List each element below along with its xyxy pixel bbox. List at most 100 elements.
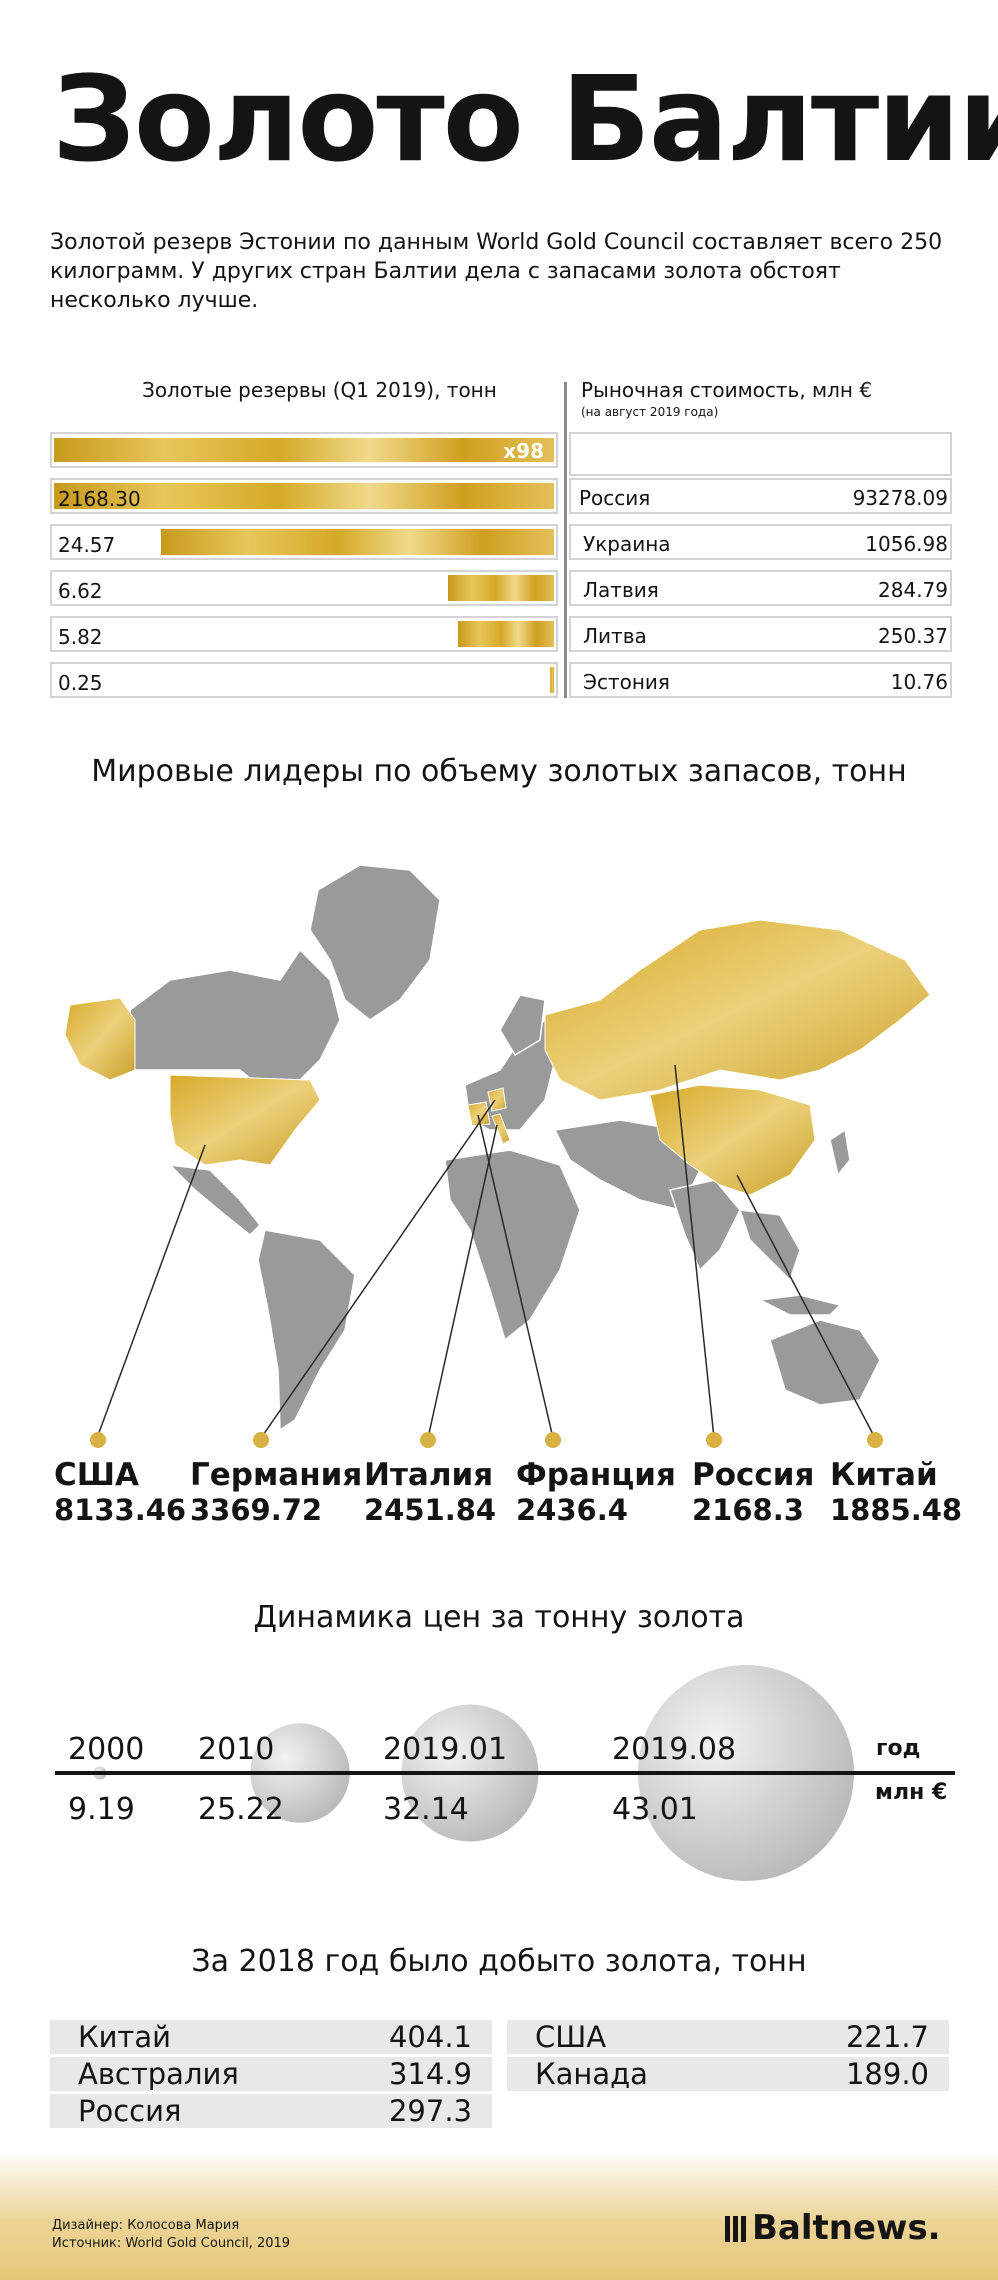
page-title: Золото Балтии [52,50,998,188]
value-row: Литва 250.37 [569,616,952,652]
reserve-bar [160,529,554,555]
reserve-tons: 0.25 [58,671,103,695]
russia-shape [544,919,931,1101]
canada-shape [129,948,341,1096]
reserves-divider [564,382,567,698]
value-country: Россия [579,486,651,510]
price-bubble-chart [55,1665,955,1881]
value-row: Эстония 10.76 [569,662,952,698]
africa-shape [444,1149,581,1342]
leader-name: Франция [516,1457,676,1493]
leader-name: Китай [830,1457,938,1493]
reserve-row: 5.82 [50,616,558,652]
logo-bar-icon [725,2216,730,2242]
reserve-row: 6.62 [50,570,558,606]
leader-line-china [736,1174,876,1439]
value-amount: 93278.09 [852,486,948,510]
central-america-shape [167,1163,262,1237]
france-shape [467,1101,491,1127]
mining-value: 189.0 [845,2057,929,2091]
leader-line-italy [427,1124,498,1439]
leader-line-usa [96,1144,206,1439]
value-country: Литва [583,624,647,648]
logo-text: Baltnews. [752,2208,941,2248]
value-amount: 10.76 [890,670,948,694]
reserve-tons: 24.57 [58,533,116,557]
price-unit-label: млн € [875,1780,948,1805]
greenland-shape [309,864,441,1021]
reserve-tons: 6.62 [58,579,103,603]
mining-row: Китай 404.1 [50,2020,492,2054]
se-asia-shape [738,1209,801,1282]
mining-row: Россия 297.3 [50,2094,492,2128]
mining-value: 404.1 [388,2020,472,2054]
mining-country: Россия [78,2094,182,2128]
mining-value: 314.9 [388,2057,472,2091]
leader-value: 2451.84 [364,1493,497,1527]
leader-dot [90,1432,106,1448]
leader-value: 2436.4 [516,1493,628,1527]
prices-title: Динамика цен за тонну золота [253,1600,745,1635]
value-row: Россия 93278.09 [569,478,952,514]
leader-name: США [54,1457,140,1493]
value-country: Эстония [583,670,670,694]
price-value: 32.14 [383,1792,469,1827]
japan-shape [829,1128,851,1177]
mining-value: 297.3 [388,2094,472,2128]
reserve-bar [54,483,554,509]
leader-line-russia [674,1064,715,1439]
price-value: 43.01 [612,1792,698,1827]
world-map [64,864,931,1439]
price-year: 2019.08 [612,1732,737,1767]
reserves-left-header: Золотые резервы (Q1 2019), тонн [142,378,497,402]
reserves-value-header-box [569,432,952,476]
mining-value: 221.7 [845,2020,929,2054]
mining-country: Китай [78,2020,171,2054]
mining-country: США [535,2020,607,2054]
designer-credit: Дизайнер: Колосова Мария [52,2218,240,2233]
price-year-label: год [876,1736,921,1761]
indonesia-shape [757,1294,842,1316]
price-value: 25.22 [198,1792,284,1827]
intro-text: Золотой резерв Эстонии по данным World G… [50,230,943,313]
reserve-row: 24.57 [50,524,558,560]
reserves-multiplier-label: x98 [503,439,544,463]
leader-line-germany [260,1099,496,1439]
logo-bar-icon [733,2216,738,2242]
mining-row: Австралия 314.9 [50,2057,492,2091]
scandinavia-shape [499,994,546,1057]
leader-line-france [477,1114,554,1439]
leader-value: 2168.3 [692,1493,804,1527]
reserve-bar [448,575,554,601]
value-country: Латвия [583,578,659,602]
value-amount: 284.79 [878,578,948,602]
brand-logo: Baltnews. [725,2208,941,2248]
reserves-scale-fill [54,438,554,462]
value-row: Латвия 284.79 [569,570,952,606]
leader-name: Россия [692,1457,815,1493]
mining-row: Канада 189.0 [507,2057,949,2091]
reserves-scale-bar: x98 [50,432,558,468]
reserves-right-header: Рыночная стоимость, млн € [581,378,873,402]
source-credit: Источник: World Gold Council, 2019 [52,2236,291,2251]
footer-gold-band [0,2150,998,2280]
alaska-shape [64,997,136,1081]
reserve-row: 0.25 [50,662,558,698]
usa-shape [169,1074,321,1166]
leader-dot [867,1432,883,1448]
mining-row: США 221.7 [507,2020,949,2054]
reserve-bar [458,621,554,647]
leader-value: 3369.72 [190,1493,323,1527]
reserve-row: 2168.30 [50,478,558,514]
value-country: Украина [583,532,671,556]
price-year: 2019.01 [383,1732,508,1767]
mining-title: За 2018 год было добыто золота, тонн [191,1944,807,1979]
australia-shape [769,1319,881,1406]
leader-name: Италия [364,1457,494,1493]
south-america-shape [257,1229,356,1432]
reserves-right-subheader: (на август 2019 года) [581,405,719,419]
price-value: 9.19 [68,1792,135,1827]
value-row: Украина 1056.98 [569,524,952,560]
leader-value: 8133.46 [54,1493,187,1527]
mining-country: Канада [535,2057,648,2091]
